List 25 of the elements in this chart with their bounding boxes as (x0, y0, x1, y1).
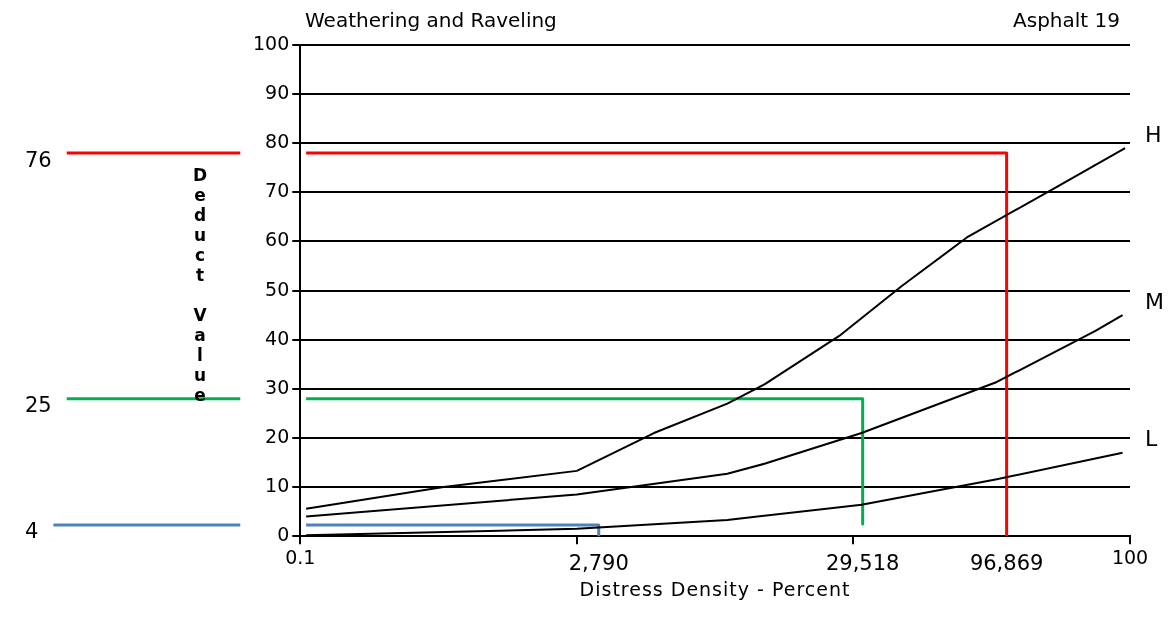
y-axis-title: Deduct Value (190, 165, 210, 405)
y-tick-label: 40 (265, 326, 290, 349)
y-tick-label: 50 (265, 277, 290, 300)
annotation: 2,790 (568, 550, 629, 575)
y-tick-label: 20 (265, 424, 290, 447)
x-axis-title: Distress Density - Percent (578, 578, 852, 600)
x-tick-label: 0.1 (285, 545, 316, 568)
y-tick-label: 0 (277, 523, 290, 546)
text: 25 (25, 393, 52, 418)
series-label: L (1145, 426, 1158, 452)
annotation: 96,869 (969, 550, 1044, 575)
annotation: 29,518 (825, 550, 900, 575)
y-tick-label: 70 (265, 179, 290, 202)
chart-subtitle: Asphalt 19 (1013, 8, 1120, 32)
y-tick-label: 100 (253, 31, 290, 54)
y-tick-label: 10 (265, 474, 290, 497)
text: 4 (25, 519, 39, 544)
y-tick-label: 30 (265, 375, 290, 398)
y-tick-label: 80 (265, 130, 290, 153)
y-tick-label: 60 (265, 228, 290, 251)
y-tick-label: 90 (265, 81, 290, 104)
series-label: H (1145, 121, 1162, 147)
series-label: M (1145, 288, 1164, 314)
chart-title: Weathering and Raveling (305, 8, 557, 32)
text: 76 (25, 147, 52, 172)
